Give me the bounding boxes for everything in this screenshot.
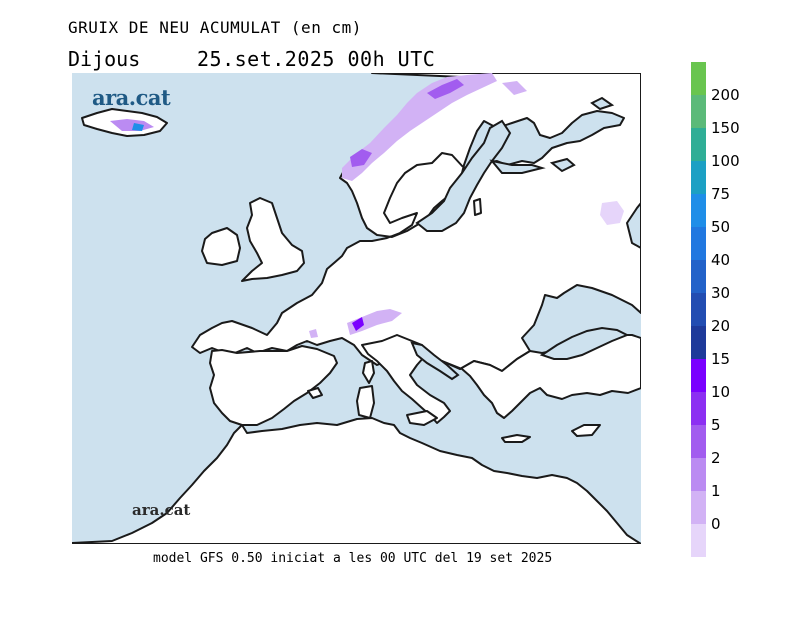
legend-swatch [691,194,706,227]
legend-color-bar [691,62,706,557]
legend-label: 75 [711,185,731,203]
caspian-edge [625,201,641,250]
mallorca [307,387,323,399]
legend-label: 150 [711,119,740,137]
snow-alps-light [347,309,402,335]
baltic-sea [415,119,512,232]
legend-swatch [691,161,706,194]
legend-label: 10 [711,383,731,401]
legend-label: 15 [711,350,731,368]
snow-iceland-dark [132,123,144,131]
great-britain [241,197,305,282]
legend-label: 50 [711,218,731,236]
snow-svalbard [309,329,318,338]
gotland [473,198,482,216]
legend-label: 20 [711,317,731,335]
snow-norway-light [342,73,497,181]
forecast-day: Dijous [68,47,141,71]
europe-snow-map: ara.cat ara.cat [72,73,641,544]
ireland [201,227,241,266]
snow-norway-mid [350,149,372,167]
legend-swatch [691,458,706,491]
model-info: model GFS 0.50 iniciat a les 00 UTC del … [153,551,553,566]
snow-north [502,81,527,95]
sicily [406,410,438,426]
legend-swatch [691,425,706,458]
legend-label: 200 [711,86,740,104]
snow-norway-mid2 [427,79,464,99]
lake-1 [549,157,576,173]
north-africa [72,417,641,544]
legend-label: 100 [711,152,740,170]
snow-alps-dark [352,317,364,331]
legend-swatch [691,260,706,293]
crete [501,434,531,443]
map-svg [72,73,641,544]
sardinia [356,385,375,419]
snow-russia [600,201,624,225]
inland-seas [410,96,641,381]
brand-watermark: ara.cat [132,501,191,519]
forecast-date: 25.set.2025 00h UTC [197,47,436,71]
legend-swatch [691,491,706,524]
cyprus [571,424,601,437]
adriatic-sea [410,341,460,381]
legend-label: 1 [711,482,721,500]
legend-swatch [691,392,706,425]
legend-label: 30 [711,284,731,302]
legend-label: 5 [711,416,721,434]
black-sea [539,326,630,360]
legend-swatch [691,326,706,359]
lake-2 [590,96,615,111]
balkans-turkey [441,330,641,419]
legend-label: 2 [711,449,721,467]
legend-swatch [691,128,706,161]
gulf-of-finland [489,159,546,174]
legend-label: 0 [711,515,721,533]
snow-overlay [110,73,624,338]
map-title: GRUIX DE NEU ACUMULAT (en cm) [68,18,362,37]
legend-swatch [691,293,706,326]
legend-swatch [691,359,706,392]
legend-swatch [691,62,706,95]
legend-swatch [691,524,706,557]
brand-logo: ara.cat [92,85,171,110]
iberian-peninsula [209,345,338,426]
legend-swatch [691,227,706,260]
legend-swatch [691,95,706,128]
corsica [362,360,375,384]
legend-label: 40 [711,251,731,269]
landmass [72,73,641,544]
